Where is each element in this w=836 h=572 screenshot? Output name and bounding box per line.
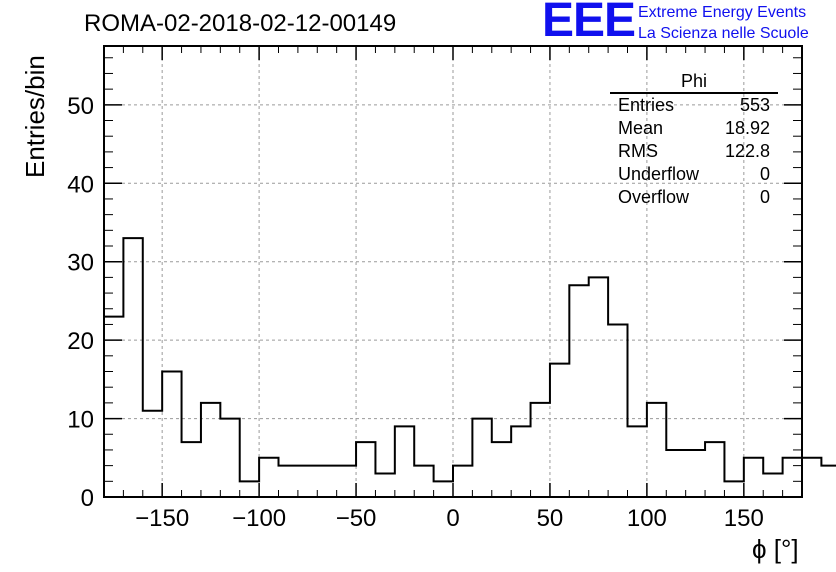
x-tick-label: −100 (232, 505, 286, 532)
histogram-bin (628, 426, 647, 497)
axis-ticks (103, 46, 803, 498)
y-tick-label: 10 (67, 407, 94, 434)
stats-label: Mean (618, 118, 664, 138)
histogram-bin (589, 277, 608, 497)
histogram-bin (802, 458, 821, 497)
histogram-bin (259, 458, 278, 497)
eee-logo-line1: Extreme Energy Events (638, 4, 807, 21)
y-tick-label: 0 (81, 485, 94, 512)
stats-value: 0 (759, 164, 770, 184)
x-tick-label: 0 (446, 505, 459, 532)
histogram-bin (608, 324, 627, 497)
x-tick-label: −150 (135, 505, 189, 532)
histogram-bin (724, 481, 743, 497)
stats-label: Entries (618, 95, 675, 115)
x-tick-label: 150 (724, 505, 764, 532)
y-tick-label: 50 (67, 93, 94, 120)
histogram-bin (104, 317, 123, 497)
histogram-bin (531, 403, 550, 497)
histogram-bin (220, 419, 239, 497)
histogram-bin (511, 426, 530, 497)
histogram-bin (763, 473, 782, 497)
stats-row-rms: RMS 122.8 (610, 140, 778, 163)
histogram-bin (414, 466, 433, 497)
run-title: ROMA-02-2018-02-12-00149 (84, 10, 397, 37)
histogram-bin (298, 466, 317, 497)
y-tick-label: 20 (67, 328, 94, 355)
histogram-bin (686, 450, 705, 497)
stats-title: Phi (610, 70, 778, 94)
stats-label: Overflow (618, 187, 690, 207)
stats-value: 0 (759, 187, 770, 207)
stats-box: Phi Entries 553 Mean 18.92 RMS 122.8 Und… (610, 70, 778, 209)
histogram-bin (705, 442, 724, 497)
histogram-bin (783, 458, 802, 497)
x-tick-label: 100 (627, 505, 667, 532)
histogram-bin (569, 285, 588, 497)
y-tick-label: 40 (67, 171, 94, 198)
x-tick-label: −50 (336, 505, 377, 532)
stats-row-entries: Entries 553 (610, 94, 778, 117)
y-tick-label: 30 (67, 250, 94, 277)
histogram-bin (492, 442, 511, 497)
histogram-bin (472, 419, 491, 497)
stats-row-overflow: Overflow 0 (610, 186, 778, 209)
histogram-outline (103, 237, 836, 497)
histogram-bin (123, 238, 142, 497)
stats-row-underflow: Underflow 0 (610, 163, 778, 186)
histogram-bin (240, 481, 259, 497)
histogram-bin (434, 481, 453, 497)
histogram-bin (744, 458, 763, 497)
histogram-bin (821, 466, 836, 497)
axis-tick-labels: −150 −100 −50 0 50 100 150 0 10 20 30 40 50 (67, 93, 764, 532)
histogram-bin (201, 403, 220, 497)
histogram-bin (453, 466, 472, 497)
histogram-bin (647, 403, 666, 497)
plot-frame (103, 45, 803, 498)
eee-logo-line2: La Scienza nelle Scuole (638, 25, 809, 42)
histogram-bin (550, 364, 569, 497)
histogram-bin (182, 442, 201, 497)
histogram-bin (337, 466, 356, 497)
histogram-bin (143, 411, 162, 497)
histogram-bin (279, 466, 298, 497)
stats-row-mean: Mean 18.92 (610, 117, 778, 140)
histogram-bin (317, 466, 336, 497)
eee-logo: EEE (542, 0, 636, 47)
stats-label: Underflow (618, 164, 700, 184)
x-tick-label: 50 (537, 505, 564, 532)
x-axis-label: ϕ [°] (752, 534, 799, 564)
histogram-bin (666, 450, 685, 497)
histogram-bin (162, 372, 181, 497)
stats-label: RMS (618, 141, 658, 161)
histogram-bin (356, 442, 375, 497)
histogram-bin (375, 473, 394, 497)
histogram-bin (395, 426, 414, 497)
stats-value: 553 (739, 95, 770, 115)
y-axis-label: Entries/bin (20, 55, 50, 178)
stats-value: 18.92 (724, 118, 770, 138)
stats-value: 122.8 (724, 141, 770, 161)
